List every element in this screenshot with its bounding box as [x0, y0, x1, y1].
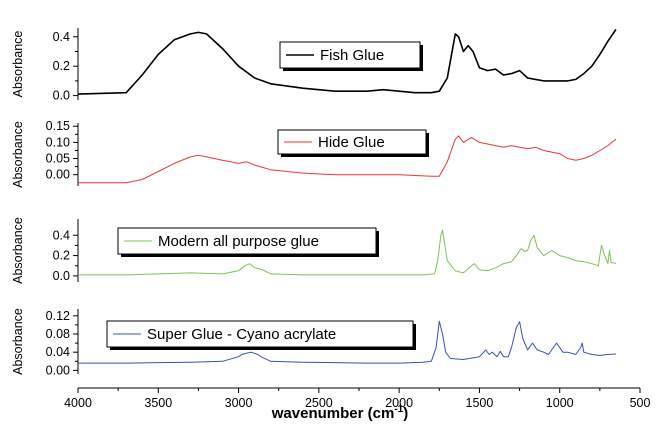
y-tick-label: 0.4 [53, 30, 70, 44]
panel-2: 0.15 0.10 0.05 0.00 Absorbance Hide Glue [11, 119, 617, 188]
legend-label: Hide Glue [318, 134, 385, 151]
x-axis-label-main: wavenumber (cm [271, 405, 395, 422]
series-line-3 [78, 229, 617, 276]
legend-4: Super Glue - Cyano acrylate [106, 320, 416, 350]
y-axis-label: Absorbance [11, 308, 25, 375]
y-tick-label: 0.12 [46, 309, 70, 323]
x-tick-label: 1000 [546, 396, 574, 410]
panels-group: 0.4 0.2 0.0 Absorbance Fish Glue 0.15 0.10 0.05… [11, 28, 617, 377]
y-axis-label: Absorbance [11, 121, 25, 188]
y-tick-label: 0.0 [53, 269, 70, 283]
panel-1: 0.4 0.2 0.0 Absorbance Fish Glue [11, 28, 617, 103]
y-tick-label: 0.2 [53, 249, 70, 263]
x-tick-label: 2500 [305, 396, 333, 410]
legend-label: Fish Glue [320, 47, 384, 64]
y-tick-label: 0.00 [46, 363, 70, 377]
legend-1: Fish Glue [279, 41, 423, 71]
x-tick-label: 4000 [64, 396, 92, 410]
x-tick-label: 500 [630, 396, 651, 410]
y-tick-label: 0.4 [53, 228, 70, 242]
y-axis-label: Absorbance [11, 217, 25, 284]
y-tick-label: 0.08 [46, 327, 70, 341]
y-tick-label: 0.05 [46, 152, 70, 166]
x-axis: 4000 3500 3000 2500 2000 1500 1000 500 [64, 387, 651, 410]
x-tick-label: 3000 [225, 396, 253, 410]
series-line-4 [78, 320, 616, 364]
x-axis-label-superscript: -1 [394, 404, 403, 415]
x-axis-label: wavenumber (cm-1) [271, 404, 408, 422]
legend-3: Modern all purpose glue [117, 227, 379, 257]
legend-box [277, 129, 427, 155]
legend-box [279, 41, 421, 69]
panel-3: 0.4 0.2 0.0 Absorbance Modern all purpose gl… [11, 217, 617, 284]
y-tick-label: 0.2 [53, 59, 70, 73]
legend-label: Super Glue - Cyano acrylate [147, 326, 336, 343]
y-tick-label: 0.00 [46, 168, 70, 182]
series-line-2 [78, 135, 617, 184]
legend-2: Hide Glue [277, 129, 429, 157]
x-tick-label: 2000 [385, 396, 413, 410]
x-tick-label: 1500 [466, 396, 494, 410]
y-axis-label: Absorbance [11, 31, 25, 98]
series-line-1 [77, 29, 617, 95]
x-axis-label-tail: ) [403, 405, 408, 422]
y-tick-label: 0.10 [46, 135, 70, 149]
x-tick-label: 3500 [144, 396, 172, 410]
y-tick-label: 0.15 [46, 119, 70, 133]
legend-box [106, 320, 414, 348]
panel-4: 0.12 0.08 0.04 0.00 Absorbance Super Glue - C… [11, 308, 616, 377]
legend-box [117, 227, 377, 255]
legend-label: Modern all purpose glue [158, 233, 319, 250]
y-tick-label: 0.0 [53, 89, 70, 103]
y-tick-label: 0.04 [46, 345, 70, 359]
